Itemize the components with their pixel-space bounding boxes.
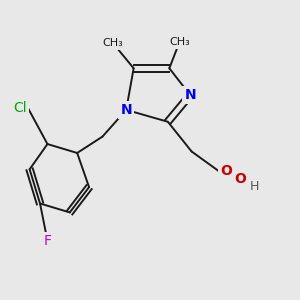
Text: CH₃: CH₃ — [103, 38, 123, 48]
Text: F: F — [44, 234, 52, 248]
Text: CH₃: CH₃ — [169, 37, 190, 46]
Text: O: O — [220, 164, 232, 178]
Text: H: H — [250, 180, 260, 193]
Text: N: N — [120, 103, 132, 117]
Text: N: N — [184, 88, 196, 102]
Text: Cl: Cl — [13, 101, 27, 116]
Text: O: O — [235, 172, 247, 186]
